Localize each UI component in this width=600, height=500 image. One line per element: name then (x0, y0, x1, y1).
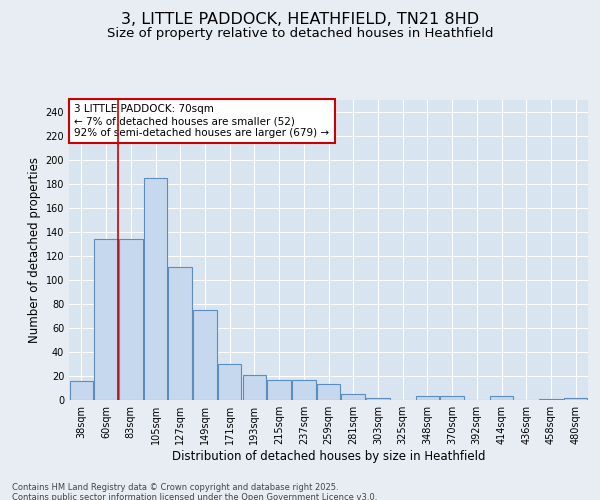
Text: 3 LITTLE PADDOCK: 70sqm
← 7% of detached houses are smaller (52)
92% of semi-det: 3 LITTLE PADDOCK: 70sqm ← 7% of detached… (74, 104, 329, 138)
Bar (169, 267, 192, 400)
Bar (366, 398, 389, 400)
Bar (268, 380, 291, 400)
Bar (119, 239, 143, 400)
Bar (317, 384, 340, 400)
Bar (416, 396, 439, 400)
Text: Contains HM Land Registry data © Crown copyright and database right 2025.
Contai: Contains HM Land Registry data © Crown c… (12, 482, 377, 500)
Bar (144, 178, 167, 400)
Bar (564, 398, 587, 400)
Bar (341, 394, 365, 400)
Y-axis label: Number of detached properties: Number of detached properties (28, 157, 41, 343)
Bar (94, 239, 118, 400)
X-axis label: Distribution of detached houses by size in Heathfield: Distribution of detached houses by size … (172, 450, 485, 463)
Bar (218, 364, 241, 400)
Bar (193, 310, 217, 400)
Bar (242, 375, 266, 400)
Bar (539, 399, 563, 400)
Bar (292, 380, 316, 400)
Bar (490, 396, 513, 400)
Bar (70, 381, 93, 400)
Bar (440, 396, 464, 400)
Text: 3, LITTLE PADDOCK, HEATHFIELD, TN21 8HD: 3, LITTLE PADDOCK, HEATHFIELD, TN21 8HD (121, 12, 479, 28)
Text: Size of property relative to detached houses in Heathfield: Size of property relative to detached ho… (107, 28, 493, 40)
